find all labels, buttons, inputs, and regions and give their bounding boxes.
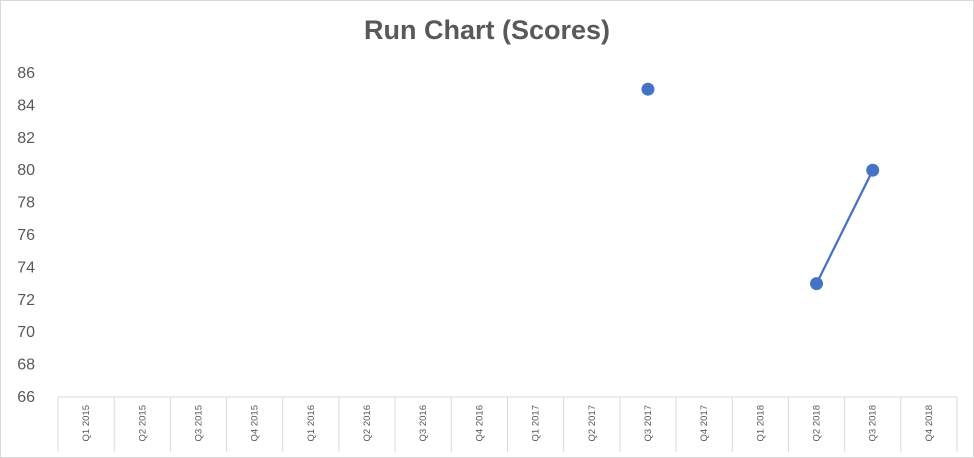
y-tick-label: 70 bbox=[17, 324, 35, 341]
y-tick-label: 86 bbox=[17, 65, 35, 82]
y-tick-label: 76 bbox=[17, 227, 35, 244]
x-tick-label: Q4 2016 bbox=[474, 405, 485, 441]
x-category-dividers bbox=[57, 397, 958, 452]
x-tick-label: Q1 2016 bbox=[306, 405, 317, 441]
y-tick-label: 74 bbox=[17, 259, 35, 276]
x-tick-label: Q2 2015 bbox=[137, 405, 148, 441]
y-tick-label: 80 bbox=[17, 162, 35, 179]
x-tick-label: Q2 2018 bbox=[812, 405, 823, 441]
data-point bbox=[641, 82, 655, 96]
y-tick-label: 68 bbox=[17, 357, 35, 374]
x-tick-label: Q4 2017 bbox=[699, 405, 710, 441]
x-tick-label: Q1 2018 bbox=[755, 405, 766, 441]
x-tick-label: Q4 2015 bbox=[250, 405, 261, 441]
data-point bbox=[866, 163, 880, 177]
series-line-segment bbox=[815, 169, 874, 285]
chart-title: Run Chart (Scores) bbox=[363, 15, 611, 45]
x-tick-label: Q3 2018 bbox=[868, 405, 879, 441]
y-tick-label: 82 bbox=[17, 130, 35, 147]
x-tick-label: Q3 2017 bbox=[643, 405, 654, 441]
y-tick-label: 78 bbox=[17, 195, 35, 212]
y-tick-label: 72 bbox=[17, 292, 35, 309]
series-points bbox=[641, 82, 880, 291]
y-tick-label: 66 bbox=[17, 389, 35, 406]
x-tick-label: Q3 2015 bbox=[193, 405, 204, 441]
x-tick-label: Q2 2017 bbox=[587, 405, 598, 441]
y-tick-labels: 66 68 70 72 74 76 78 80 82 84 86 bbox=[17, 65, 35, 406]
x-tick-labels: Q1 2015 Q2 2015 Q3 2015 Q4 2015 Q1 2016 Q2 20… bbox=[81, 405, 935, 441]
y-tick-label: 84 bbox=[17, 97, 35, 114]
x-tick-label: Q3 2016 bbox=[418, 405, 429, 441]
x-tick-label: Q1 2015 bbox=[81, 405, 92, 441]
x-tick-label: Q2 2016 bbox=[362, 405, 373, 441]
series-lines bbox=[815, 169, 874, 285]
x-tick-label: Q4 2018 bbox=[924, 405, 935, 441]
x-tick-label: Q1 2017 bbox=[531, 405, 542, 441]
data-point bbox=[810, 277, 824, 291]
